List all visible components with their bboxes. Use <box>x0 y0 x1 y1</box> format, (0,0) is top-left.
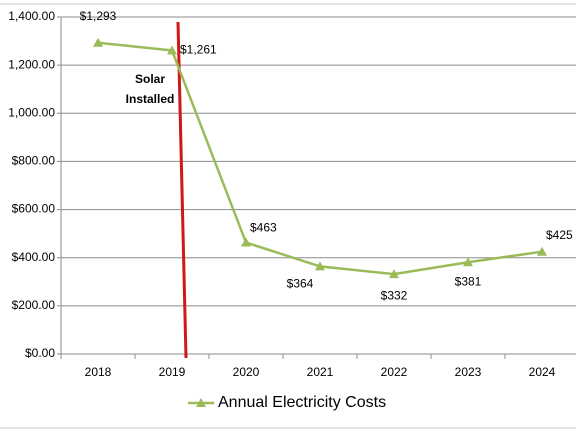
data-label: $332 <box>381 288 408 302</box>
y-tick-label: 1,400.00 <box>8 9 55 23</box>
y-tick-label: $0.00 <box>25 346 55 360</box>
data-point <box>93 37 103 47</box>
x-tick-label: 2019 <box>159 365 186 379</box>
legend-marker <box>196 398 206 407</box>
x-tick-label: 2020 <box>233 365 260 379</box>
x-tick-label: 2021 <box>307 365 334 379</box>
annotation: Installed <box>126 92 175 106</box>
y-tick-label: $800.00 <box>12 154 56 168</box>
data-point <box>315 261 325 271</box>
data-label: $463 <box>250 221 277 235</box>
data-point <box>463 257 473 267</box>
y-tick-label: $600.00 <box>12 202 56 216</box>
y-tick-label: $400.00 <box>12 250 56 264</box>
x-tick-label: 2023 <box>455 365 482 379</box>
data-label: $381 <box>455 274 482 288</box>
data-label: $425 <box>546 228 573 242</box>
y-tick-label: $200.00 <box>12 298 56 312</box>
data-label: $1,261 <box>180 43 217 57</box>
marker-line <box>176 21 188 359</box>
data-point <box>167 45 177 55</box>
data-point <box>241 237 251 247</box>
legend-label: Annual Electricity Costs <box>218 394 386 411</box>
annotation: Solar <box>135 72 165 86</box>
data-point <box>537 246 547 256</box>
x-tick-label: 2024 <box>529 365 556 379</box>
data-label: $1,293 <box>80 9 117 23</box>
y-tick-label: 1,000.00 <box>8 105 55 119</box>
data-point <box>389 269 399 279</box>
x-tick-label: 2022 <box>381 365 408 379</box>
y-tick-label: 1,200.00 <box>8 57 55 71</box>
data-label: $364 <box>287 277 314 291</box>
x-tick-label: 2018 <box>85 365 112 379</box>
